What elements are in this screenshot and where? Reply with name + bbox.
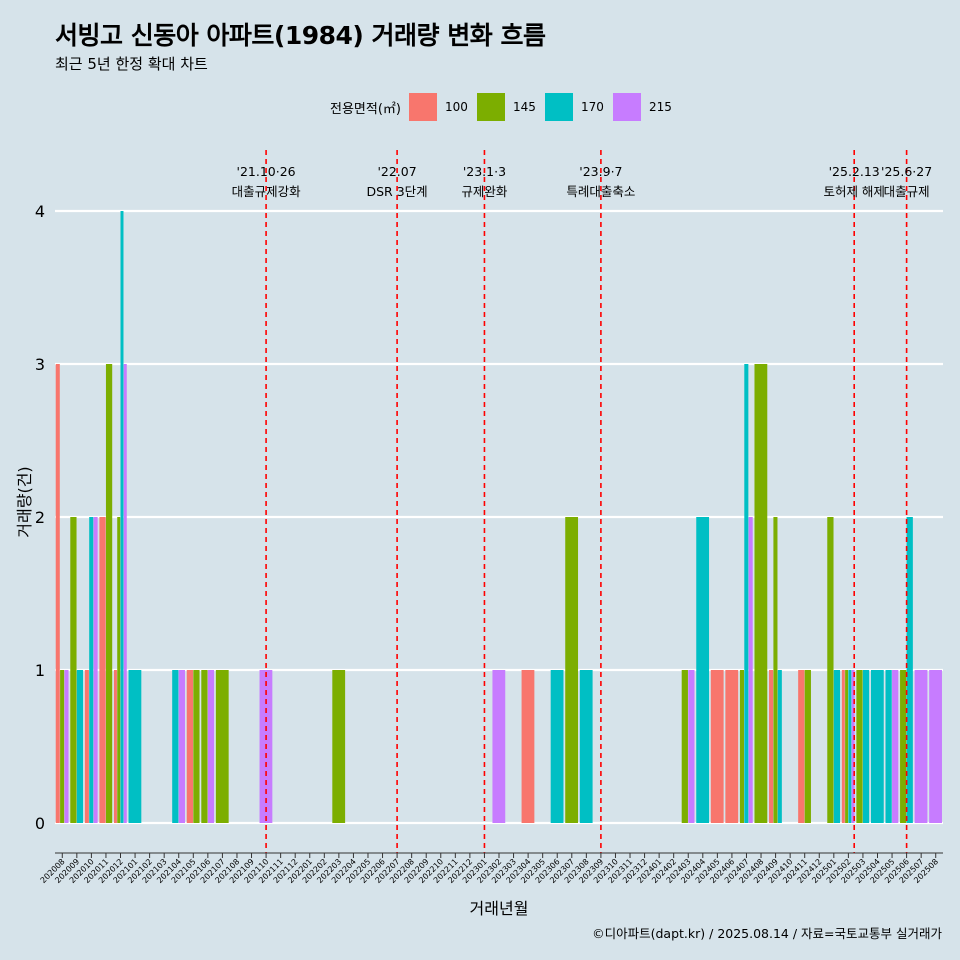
- bar-215-202407: [748, 517, 753, 823]
- bar-215-202302: [492, 670, 506, 823]
- bar-145-202105: [193, 670, 200, 823]
- bar-215-202502: [851, 670, 855, 823]
- bar-100-202011: [99, 517, 106, 823]
- bar-170-202104: [172, 670, 179, 823]
- legend-swatch-215: [612, 93, 641, 121]
- bar-145-202502: [845, 670, 849, 823]
- event-text-label: DSR 3단계: [367, 184, 428, 199]
- bar-170-202501: [833, 670, 841, 823]
- bar-215-202507: [914, 670, 928, 823]
- y-tick-label: 0: [35, 814, 45, 833]
- event-date-label: '23.1·3: [463, 164, 506, 179]
- bar-170-202010: [89, 517, 94, 823]
- bar-100-202409: [769, 670, 774, 823]
- chart-title: 서빙고 신동아 아파트(1984) 거래량 변화 흐름: [55, 21, 546, 50]
- legend-label-145: 145: [512, 100, 536, 114]
- legend-title: 전용면적(㎡): [330, 101, 401, 117]
- bar-145-202203: [332, 670, 346, 823]
- bar-145-202411: [804, 670, 811, 823]
- legend-item-170: 170: [544, 93, 605, 121]
- legend-swatch-170: [544, 93, 573, 121]
- bar-145-202008: [60, 670, 65, 823]
- legend-item-100: 100: [408, 93, 469, 121]
- source-caption: ©디아파트(dapt.kr) / 2025.08.14 / 자료=국토교통부 실…: [592, 926, 942, 941]
- legend-label-170: 170: [580, 100, 604, 114]
- bar-100-202105: [186, 670, 193, 823]
- bar-170-202506: [906, 517, 913, 823]
- y-tick-label: 2: [35, 508, 45, 527]
- legend-label-215: 215: [648, 100, 672, 114]
- bar-100-202406: [725, 670, 739, 823]
- bar-170-202409: [777, 670, 782, 823]
- x-axis-title: 거래년월: [470, 899, 529, 918]
- event-text-label: 대출규제강화: [232, 184, 302, 199]
- event-text-label: 특례대출축소: [566, 184, 635, 199]
- bar-145-202307: [565, 517, 579, 823]
- bar-170-202012: [120, 211, 124, 823]
- bar-170-202101: [128, 670, 142, 823]
- bar-215-202104: [178, 670, 185, 823]
- bar-170-202308: [579, 670, 593, 823]
- legend-item-145: 145: [476, 93, 537, 121]
- y-tick-label: 1: [35, 661, 45, 680]
- bar-215-202010: [93, 517, 98, 823]
- event-lines: '21.10·26 대출규제강화 '22.07 DSR 3단계 '23.1·3 규제완화 '…: [232, 150, 932, 853]
- bar-145-202409: [773, 517, 778, 823]
- event-text-label: 규제완화: [461, 184, 508, 199]
- bar-100-202008: [55, 364, 60, 823]
- event-date-label: '22.07: [377, 164, 416, 179]
- bar-170-202503: [862, 670, 870, 823]
- bar-170-202407: [744, 364, 749, 823]
- bar-145-202506: [900, 670, 907, 823]
- event-text-label: 대출규제: [884, 184, 930, 199]
- y-axis-title: 거래량(건): [15, 466, 34, 537]
- bar-170-202306: [550, 670, 564, 823]
- bar-145-202009: [70, 517, 77, 823]
- bar-170-202404: [696, 517, 710, 823]
- bar-100-202405: [710, 670, 724, 823]
- bar-100-202502: [841, 670, 845, 823]
- bar-170-202009: [76, 670, 84, 823]
- bar-145-202012: [117, 517, 121, 823]
- chart-subtitle: 최근 5년 한정 확대 차트: [55, 55, 208, 73]
- bar-145-202011: [105, 364, 113, 823]
- bar-215-202106: [207, 670, 215, 823]
- bar-145-202503: [856, 670, 863, 823]
- bar-215-202403: [688, 670, 695, 823]
- bar-145-202407: [739, 670, 744, 823]
- bar-215-202012: [123, 364, 127, 823]
- legend: 전용면적(㎡) 100 145 170 215: [330, 92, 681, 122]
- event-date-label: '21.10·26: [237, 164, 296, 179]
- bar-100-202411: [798, 670, 805, 823]
- legend-label-100: 100: [444, 100, 468, 114]
- bar-145-202106: [201, 670, 208, 823]
- bar-145-202107: [215, 670, 229, 823]
- event-date-label: '25.6·27: [881, 164, 932, 179]
- y-tick-label: 3: [35, 355, 45, 374]
- event-text-label: 토허제 해제: [823, 184, 884, 199]
- event-date-label: '23.9·7: [579, 164, 622, 179]
- legend-swatch-145: [476, 93, 505, 121]
- bar-145-202501: [827, 517, 834, 823]
- bar-100-202304: [521, 670, 535, 823]
- bar-215-202505: [892, 670, 899, 823]
- bar-100-202010: [84, 670, 89, 823]
- legend-swatch-100: [408, 93, 437, 121]
- bar-215-202008: [64, 670, 69, 823]
- event-date-label: '25.2.13: [829, 164, 880, 179]
- bars: [55, 211, 942, 823]
- bar-170-202505: [885, 670, 892, 823]
- bar-100-202012: [113, 670, 117, 823]
- bar-215-202508: [929, 670, 942, 823]
- bar-170-202504: [870, 670, 884, 823]
- bar-145-202403: [681, 670, 688, 823]
- bar-145-202408: [754, 364, 768, 823]
- legend-item-215: 215: [612, 93, 673, 121]
- y-tick-label: 4: [35, 202, 45, 221]
- bar-170-202502: [848, 670, 852, 823]
